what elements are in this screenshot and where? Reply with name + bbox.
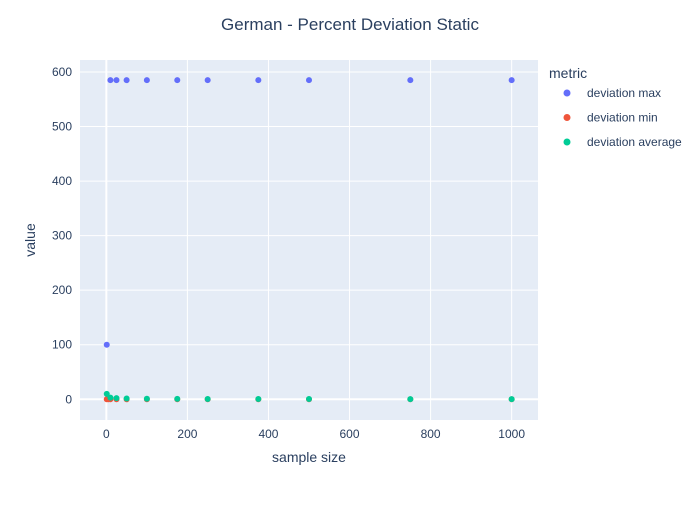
data-point	[204, 77, 211, 84]
x-tick-label: 200	[177, 427, 197, 441]
data-point	[113, 395, 120, 402]
legend-items: deviation max deviation min deviation aver…	[563, 86, 683, 149]
plot-area	[80, 60, 538, 420]
data-point	[143, 395, 150, 402]
legend-title: metric	[549, 65, 587, 81]
y-tick-label: 200	[52, 283, 72, 297]
data-point	[255, 77, 262, 84]
legend-label: deviation average	[587, 135, 682, 149]
data-point	[306, 77, 312, 84]
data-point	[306, 396, 312, 403]
grid-lines	[80, 60, 538, 420]
data-point	[107, 77, 114, 84]
x-tick-label: 1000	[498, 427, 525, 441]
data-point	[123, 395, 130, 402]
legend-item-deviation-max[interactable]: deviation max	[563, 86, 662, 100]
data-point	[174, 77, 181, 84]
data-point	[204, 395, 211, 402]
data-points	[103, 77, 515, 403]
x-tick-label: 600	[340, 427, 360, 441]
data-point	[407, 77, 414, 84]
y-axis-label: value	[22, 223, 38, 257]
legend-label: deviation max	[587, 86, 661, 100]
data-point	[103, 390, 110, 397]
legend-marker	[563, 138, 571, 146]
data-point	[123, 77, 130, 84]
series-deviation-max	[103, 77, 515, 348]
x-tick-label: 400	[258, 427, 278, 441]
x-tick-label: 0	[103, 427, 110, 441]
y-tick-label: 300	[52, 229, 72, 243]
chart-title: German - Percent Deviation Static	[221, 15, 479, 34]
series-deviation-average	[103, 390, 515, 403]
y-tick-label: 100	[52, 338, 72, 352]
legend-marker	[563, 114, 571, 121]
data-point	[113, 77, 120, 84]
y-tick-label: 0	[65, 392, 72, 406]
legend-marker	[563, 89, 571, 97]
y-tick-label: 400	[52, 174, 72, 188]
data-point	[508, 396, 515, 403]
y-tick-label: 600	[52, 65, 72, 79]
data-point	[103, 341, 110, 348]
data-point	[143, 77, 150, 84]
data-point	[407, 396, 414, 403]
x-tick-label: 800	[421, 427, 441, 441]
data-point	[174, 395, 181, 402]
y-axis-ticks: 0 100 200 300 400 500 600	[52, 65, 72, 406]
data-point	[107, 394, 114, 401]
x-axis-ticks: 0 200 400 600 800 1000	[103, 427, 525, 441]
data-point	[255, 396, 262, 402]
legend-label: deviation min	[587, 111, 658, 125]
x-axis-label: sample size	[272, 449, 346, 465]
data-point	[508, 77, 515, 84]
legend-item-deviation-average[interactable]: deviation average	[563, 135, 683, 149]
legend-item-deviation-min[interactable]: deviation min	[563, 111, 658, 125]
y-tick-label: 500	[52, 120, 72, 134]
